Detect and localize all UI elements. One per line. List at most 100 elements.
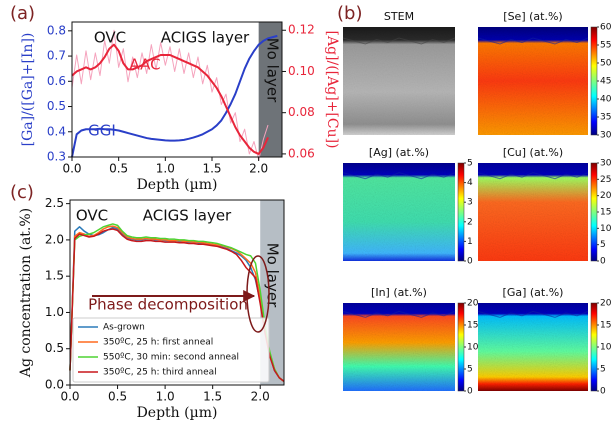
y-tick-label: 0.8 xyxy=(47,23,66,37)
y-tick-label: 0.5 xyxy=(47,99,66,113)
colorbar-tick-label: 30 xyxy=(600,131,612,141)
series-line xyxy=(71,34,278,158)
annotation: OVC xyxy=(76,207,108,225)
y-tick-label: 1.0 xyxy=(45,305,64,319)
y-tick-label: 0.5 xyxy=(45,341,64,355)
annotation: AAC xyxy=(129,56,160,74)
annotation: Phase decomposition xyxy=(88,296,248,314)
colorbar xyxy=(457,302,465,392)
colorbar-tick-label: 0 xyxy=(467,257,473,267)
y2-tick-label: 0.10 xyxy=(288,64,315,78)
shaded-region xyxy=(258,22,282,157)
series-line xyxy=(71,29,269,161)
legend-box xyxy=(72,317,270,383)
y2-axis-label: [Ag]/([Ag]+[Cu]) xyxy=(324,30,340,148)
y-tick-label: 0.0 xyxy=(45,378,64,392)
x-tick-label: 0.5 xyxy=(109,162,128,176)
y-axis-label: [Ga]/([Ga]+[In]) xyxy=(20,33,36,147)
series-line xyxy=(69,228,285,382)
legend-label: 550ºC, 30 min: second anneal xyxy=(103,353,239,363)
legend-label: 350ºC, 25 h: third anneal xyxy=(103,368,217,378)
series-line xyxy=(71,43,269,155)
y2-tick-label: 0.08 xyxy=(288,105,315,119)
y2-tick-label: 0.12 xyxy=(288,23,315,37)
surface-line xyxy=(477,172,589,180)
x-axis-label: Depth (µm) xyxy=(137,177,218,193)
map-texture xyxy=(343,163,455,261)
series-line xyxy=(69,225,285,382)
colorbar-tick-label: 20 xyxy=(600,191,612,201)
y-tick-label: 0.7 xyxy=(47,49,66,63)
x-tick-label: 0.5 xyxy=(108,390,127,404)
colorbar-tick-label: 5 xyxy=(600,365,606,375)
annotation: Mo layer xyxy=(264,243,282,308)
legend-label: As-grown xyxy=(103,323,145,333)
map-texture xyxy=(343,27,455,135)
annotation: OVC xyxy=(94,29,126,47)
colorbar-tick-label: 50 xyxy=(600,59,612,69)
y-tick-label: 0.3 xyxy=(47,150,66,164)
plot-frame xyxy=(71,21,283,158)
colorbar-tick-label: 40 xyxy=(600,95,612,105)
colorbar-tick-label: 15 xyxy=(467,321,478,331)
y-tick-label: 2.0 xyxy=(45,232,64,246)
x-tick-label: 2.0 xyxy=(251,390,270,404)
annotation: GGI xyxy=(88,122,116,140)
legend-label: 350ºC, 25 h: first anneal xyxy=(103,338,213,348)
colorbar-tick-label: 5 xyxy=(467,159,473,169)
map-title: [Se] (at.%) xyxy=(503,10,562,23)
panel-label: (c) xyxy=(10,182,34,203)
highlight-ellipse xyxy=(246,255,270,333)
x-tick-label: 2.0 xyxy=(249,162,268,176)
x-tick-label: 0.0 xyxy=(60,390,79,404)
annotation: Mo layer xyxy=(264,38,282,103)
colorbar-tick-label: 5 xyxy=(467,365,473,375)
colorbar-tick-label: 15 xyxy=(600,321,611,331)
y-tick-label: 2.5 xyxy=(45,196,64,210)
colorbar-tick-label: 10 xyxy=(600,343,612,353)
surface-line xyxy=(477,37,589,45)
colorbar-tick-label: 2 xyxy=(467,217,473,227)
colorbar-tick-label: 5 xyxy=(600,240,606,250)
map-title: [Ga] (at.%) xyxy=(503,286,564,299)
x-tick-label: 1.0 xyxy=(156,390,175,404)
map-title: [Ag] (at.%) xyxy=(369,146,429,159)
panel-label: (b) xyxy=(337,3,362,24)
y2-tick-label: 0.06 xyxy=(288,146,315,160)
x-tick-label: 1.5 xyxy=(202,162,221,176)
map-title: STEM xyxy=(384,10,414,23)
plot-frame xyxy=(69,199,285,386)
map-title: [Cu] (at.%) xyxy=(503,146,563,159)
colorbar-tick-label: 15 xyxy=(600,208,611,218)
colorbar-tick-label: 55 xyxy=(600,41,611,51)
colorbar xyxy=(457,162,465,262)
surface-line xyxy=(342,310,456,318)
panel-label: (a) xyxy=(10,3,35,24)
x-tick-label: 0.0 xyxy=(62,162,81,176)
surface-line xyxy=(342,37,456,45)
colorbar-tick-label: 25 xyxy=(600,175,611,185)
colorbar xyxy=(590,162,598,262)
map-title: [In] (at.%) xyxy=(371,286,427,299)
map-texture xyxy=(478,27,588,135)
surface-line xyxy=(342,172,456,180)
x-tick-label: 1.0 xyxy=(156,162,175,176)
map-texture xyxy=(343,303,455,391)
colorbar-tick-label: 20 xyxy=(467,299,479,309)
colorbar-tick-label: 35 xyxy=(600,113,611,123)
colorbar-tick-label: 10 xyxy=(467,343,479,353)
y-axis-label: Ag concentration (at.%) xyxy=(18,208,34,378)
y-tick-label: 1.5 xyxy=(45,269,64,283)
colorbar-tick-label: 20 xyxy=(600,299,612,309)
colorbar-tick-label: 0 xyxy=(600,257,606,267)
colorbar-tick-label: 0 xyxy=(600,387,606,397)
colorbar-tick-label: 1 xyxy=(467,237,473,247)
colorbar-tick-label: 10 xyxy=(600,224,612,234)
colorbar-tick-label: 0 xyxy=(467,387,473,397)
annotation: ACIGS layer xyxy=(143,207,232,225)
y-tick-label: 0.6 xyxy=(47,74,66,88)
x-axis-label: Depth (µm) xyxy=(137,405,218,421)
series-line xyxy=(69,223,285,382)
colorbar-tick-label: 60 xyxy=(600,23,612,33)
